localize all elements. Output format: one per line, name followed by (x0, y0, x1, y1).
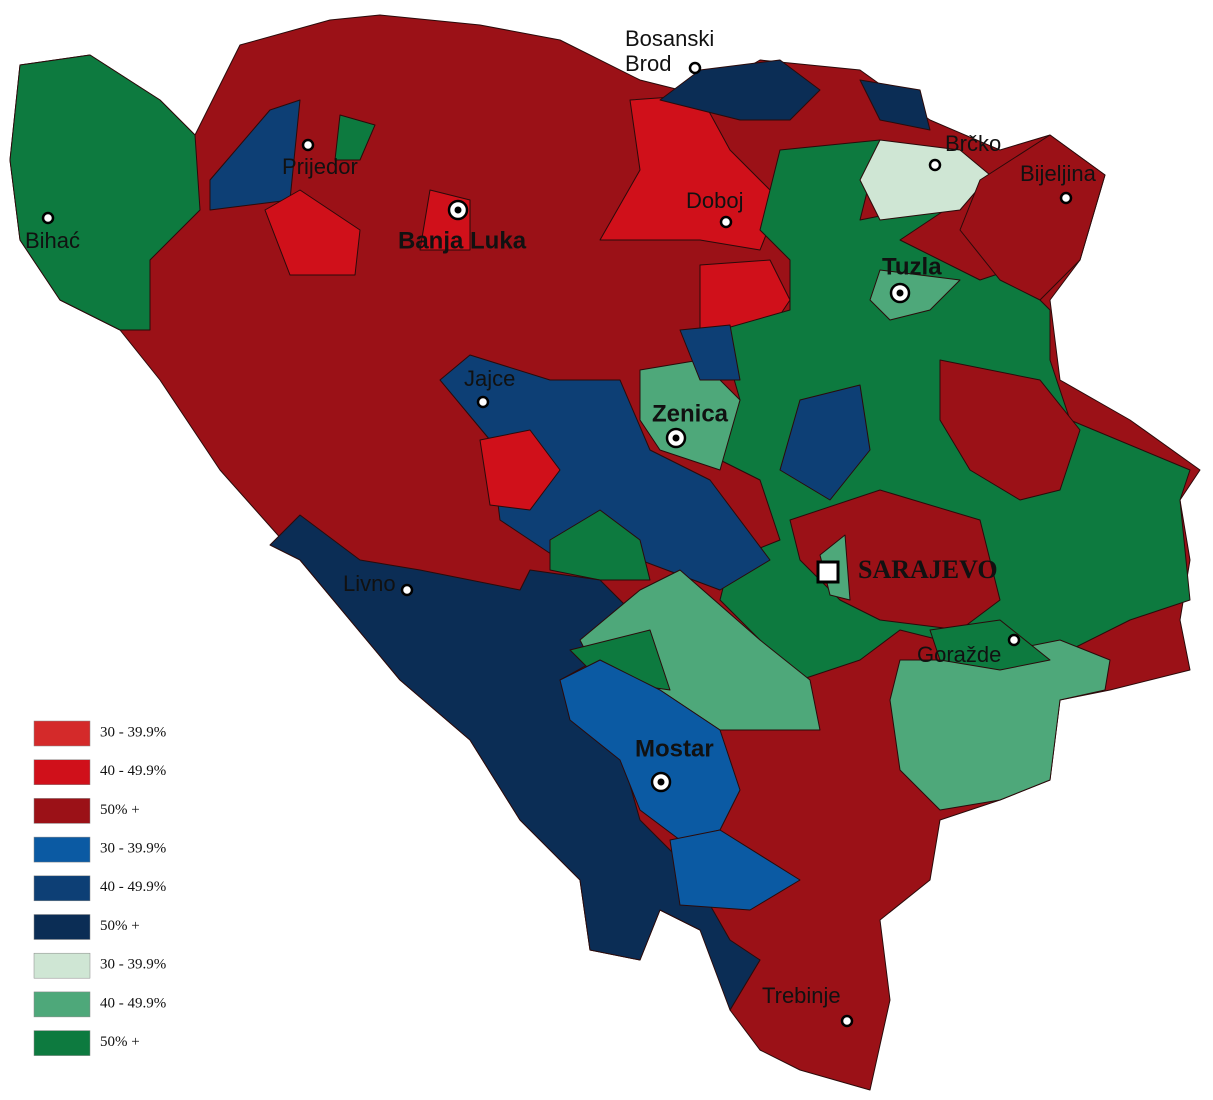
legend-swatch (33, 759, 91, 785)
legend-swatch (33, 875, 91, 902)
city-marker (688, 61, 702, 75)
city-marker (301, 138, 315, 152)
region (269, 514, 761, 1011)
region (599, 94, 781, 251)
city-marker (400, 583, 414, 597)
region (659, 59, 821, 121)
region (479, 429, 561, 511)
city-label: Brod (625, 51, 671, 76)
city-label: Zenica (652, 400, 729, 427)
city-label: Bihać (25, 228, 80, 253)
city-marker (719, 215, 733, 229)
region (9, 54, 201, 331)
city-label: Livno (343, 571, 396, 596)
region (889, 639, 1111, 811)
city-label: Brčko (945, 131, 1001, 156)
legend-swatch (33, 836, 91, 863)
region (779, 384, 871, 501)
capital-marker (816, 560, 840, 584)
city-marker-dot (896, 289, 904, 297)
legend-swatch (33, 798, 91, 824)
region (859, 79, 931, 131)
city-label: Tuzla (882, 253, 942, 280)
legend-swatch (33, 914, 91, 940)
region (439, 354, 771, 591)
region (859, 139, 991, 221)
legend-label: 50% + (100, 918, 140, 934)
city-label: Mostar (635, 735, 714, 762)
city-marker-dot (657, 778, 665, 786)
city-label: Bijeljina (1020, 161, 1097, 186)
city-marker (1007, 633, 1021, 647)
city-marker (840, 1014, 854, 1028)
city-label: Bosanski (625, 26, 714, 51)
legend-label: 50% + (100, 802, 140, 818)
region (679, 324, 741, 381)
legend-swatch (33, 720, 91, 747)
legend-label: 50% + (100, 1034, 140, 1050)
region (264, 189, 361, 276)
city-marker (928, 158, 942, 172)
region (669, 829, 801, 911)
legend-label: 40 - 49.9% (100, 763, 166, 779)
region (869, 269, 961, 321)
city-label: Goražde (917, 642, 1001, 667)
city-label: Banja Luka (398, 227, 527, 254)
region (939, 359, 1081, 501)
city-label: Doboj (686, 188, 743, 213)
city-marker-dot (454, 206, 462, 214)
city-label: Jajce (464, 366, 515, 391)
legend-swatch (33, 991, 91, 1018)
city-label: Prijedor (282, 154, 358, 179)
legend-label: 30 - 39.9% (100, 957, 166, 973)
region (929, 619, 1051, 671)
legend-label: 40 - 49.9% (100, 995, 166, 1011)
region (334, 114, 376, 161)
region (209, 99, 301, 211)
city-marker-dot (672, 434, 680, 442)
region (549, 509, 651, 581)
city-marker (476, 395, 490, 409)
city-label: SARAJEVO (858, 555, 998, 584)
region (959, 134, 1106, 301)
legend-label: 30 - 39.9% (100, 841, 166, 857)
legend: 30 - 39.9% 40 - 49.9% 50% + 30 - 39.9% 40 - … (33, 720, 166, 1056)
legend-label: 30 - 39.9% (100, 724, 166, 740)
city-marker (1059, 191, 1073, 205)
legend-swatch (33, 1030, 91, 1056)
legend-swatch (33, 952, 91, 979)
legend-label: 40 - 49.9% (100, 879, 166, 895)
city-marker (41, 211, 55, 225)
city-label: Trebinje (762, 983, 841, 1008)
